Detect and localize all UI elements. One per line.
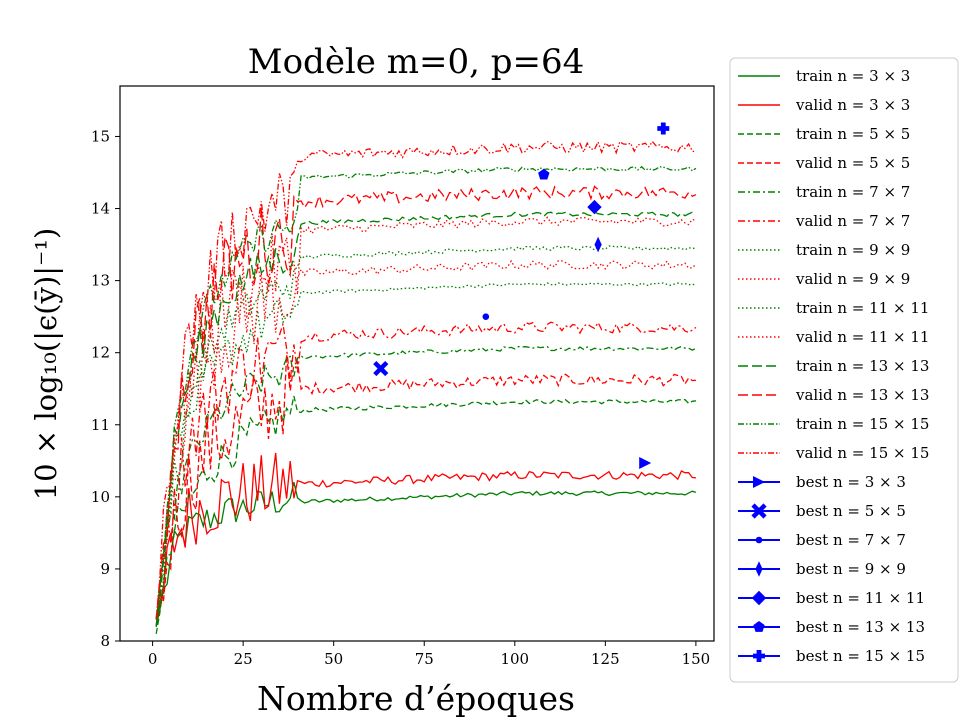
y-tick-label: 8 [100, 632, 110, 650]
series-line [155, 259, 697, 620]
legend: train n = 3 × 3 valid n = 3 × 3 train n = … [729, 57, 959, 683]
legend-label: train n = 13 × 13 [796, 357, 929, 375]
series-line [155, 211, 696, 627]
legend-label: valid n = 9 × 9 [795, 270, 910, 288]
series-line [155, 354, 696, 627]
plot-frame [119, 85, 715, 642]
series-line [155, 140, 697, 620]
legend-label: train n = 5 × 5 [796, 125, 910, 143]
y-tick-label: 11 [91, 416, 110, 434]
y-axis-label: 10 × log₁₀(|ϵ(ȳ)|⁻¹) [29, 228, 63, 501]
legend-entry: train n = 13 × 13 [738, 357, 929, 375]
legend-marker [751, 503, 767, 519]
legend-entry: best n = 13 × 13 [738, 618, 925, 636]
legend-label: best n = 11 × 11 [796, 589, 925, 607]
best-point-marker [594, 236, 602, 253]
x-tick-label: 75 [415, 650, 434, 668]
x-tick-label: 150 [682, 650, 711, 668]
legend-label: valid n = 15 × 15 [795, 444, 929, 462]
y-tick-label: 12 [91, 344, 110, 362]
legend-marker [755, 536, 763, 544]
legend-entry: valid n = 9 × 9 [738, 270, 910, 288]
legend-label: train n = 15 × 15 [796, 415, 929, 433]
legend-entry: train n = 7 × 7 [738, 183, 910, 201]
y-tick-label: 9 [100, 560, 110, 578]
legend-label: best n = 13 × 13 [796, 618, 925, 636]
best-point-marker [538, 168, 550, 180]
series-line [155, 482, 697, 627]
legend-marker [755, 561, 763, 577]
legend-marker [753, 621, 765, 632]
series-line [155, 165, 697, 627]
legend-marker [751, 590, 767, 606]
best-point-marker [482, 313, 490, 320]
legend-entry: valid n = 7 × 7 [738, 212, 910, 230]
y-tick-label: 10 [91, 488, 110, 506]
chart-title: Modèle m=0, p=64 [248, 42, 584, 82]
x-axis-label: Nombre d’époques [257, 679, 575, 718]
x-tick-label: 50 [324, 650, 343, 668]
legend-label: train n = 9 × 9 [796, 241, 910, 259]
legend-entry: valid n = 5 × 5 [738, 154, 910, 172]
legend-marker [753, 476, 765, 488]
legend-entry: train n = 9 × 9 [738, 241, 910, 259]
legend-marker [753, 650, 765, 662]
legend-entry: train n = 3 × 3 [738, 67, 910, 85]
series-line [155, 245, 697, 627]
axis-ticks: 0 25 50 75 100 125 150 8 9 10 11 12 13 14 15 [91, 127, 710, 668]
best-point-marker [587, 199, 602, 215]
legend-label: train n = 7 × 7 [796, 183, 910, 201]
legend-entry: best n = 5 × 5 [738, 502, 906, 520]
legend-entry: train n = 11 × 11 [738, 299, 929, 317]
legend-entry: train n = 15 × 15 [738, 415, 929, 433]
legend-box [729, 57, 959, 683]
series-line [155, 321, 697, 620]
x-tick-label: 100 [500, 650, 529, 668]
series-line [155, 185, 697, 620]
y-tick-label: 15 [91, 127, 110, 145]
series-line [155, 282, 697, 627]
legend-label: valid n = 13 × 13 [795, 386, 929, 404]
legend-label: valid n = 11 × 11 [795, 328, 929, 346]
legend-label: best n = 3 × 3 [796, 473, 906, 491]
x-tick-label: 25 [234, 650, 253, 668]
best-point-marker [373, 360, 389, 377]
series-line [155, 452, 696, 620]
legend-entry: best n = 11 × 11 [738, 589, 925, 607]
legend-label: best n = 15 × 15 [796, 647, 925, 665]
legend-label: best n = 5 × 5 [796, 502, 906, 520]
best-point-marker [657, 122, 670, 135]
legend-entry: best n = 9 × 9 [738, 560, 906, 578]
legend-label: train n = 11 × 11 [796, 299, 929, 317]
x-tick-label: 125 [591, 650, 620, 668]
legend-label: valid n = 5 × 5 [795, 154, 910, 172]
series-line [155, 395, 696, 634]
legend-entry: valid n = 3 × 3 [738, 96, 910, 114]
x-tick-label: 0 [148, 650, 158, 668]
series-line [155, 345, 697, 627]
legend-entry: valid n = 13 × 13 [738, 386, 929, 404]
legend-label: train n = 3 × 3 [796, 67, 910, 85]
legend-label: valid n = 7 × 7 [795, 212, 910, 230]
legend-entry: valid n = 11 × 11 [738, 328, 929, 346]
legend-entry: best n = 3 × 3 [738, 473, 906, 491]
legend-entry: train n = 5 × 5 [738, 125, 910, 143]
legend-label: valid n = 3 × 3 [795, 96, 910, 114]
best-point-marker [639, 456, 652, 469]
legend-label: best n = 7 × 7 [796, 531, 906, 549]
plot-area [155, 122, 697, 634]
y-tick-label: 13 [91, 272, 110, 290]
legend-entry: best n = 7 × 7 [738, 531, 906, 549]
legend-entry: valid n = 15 × 15 [738, 444, 929, 462]
y-tick-label: 14 [91, 200, 110, 218]
legend-entry: best n = 15 × 15 [738, 647, 925, 665]
legend-label: best n = 9 × 9 [796, 560, 906, 578]
